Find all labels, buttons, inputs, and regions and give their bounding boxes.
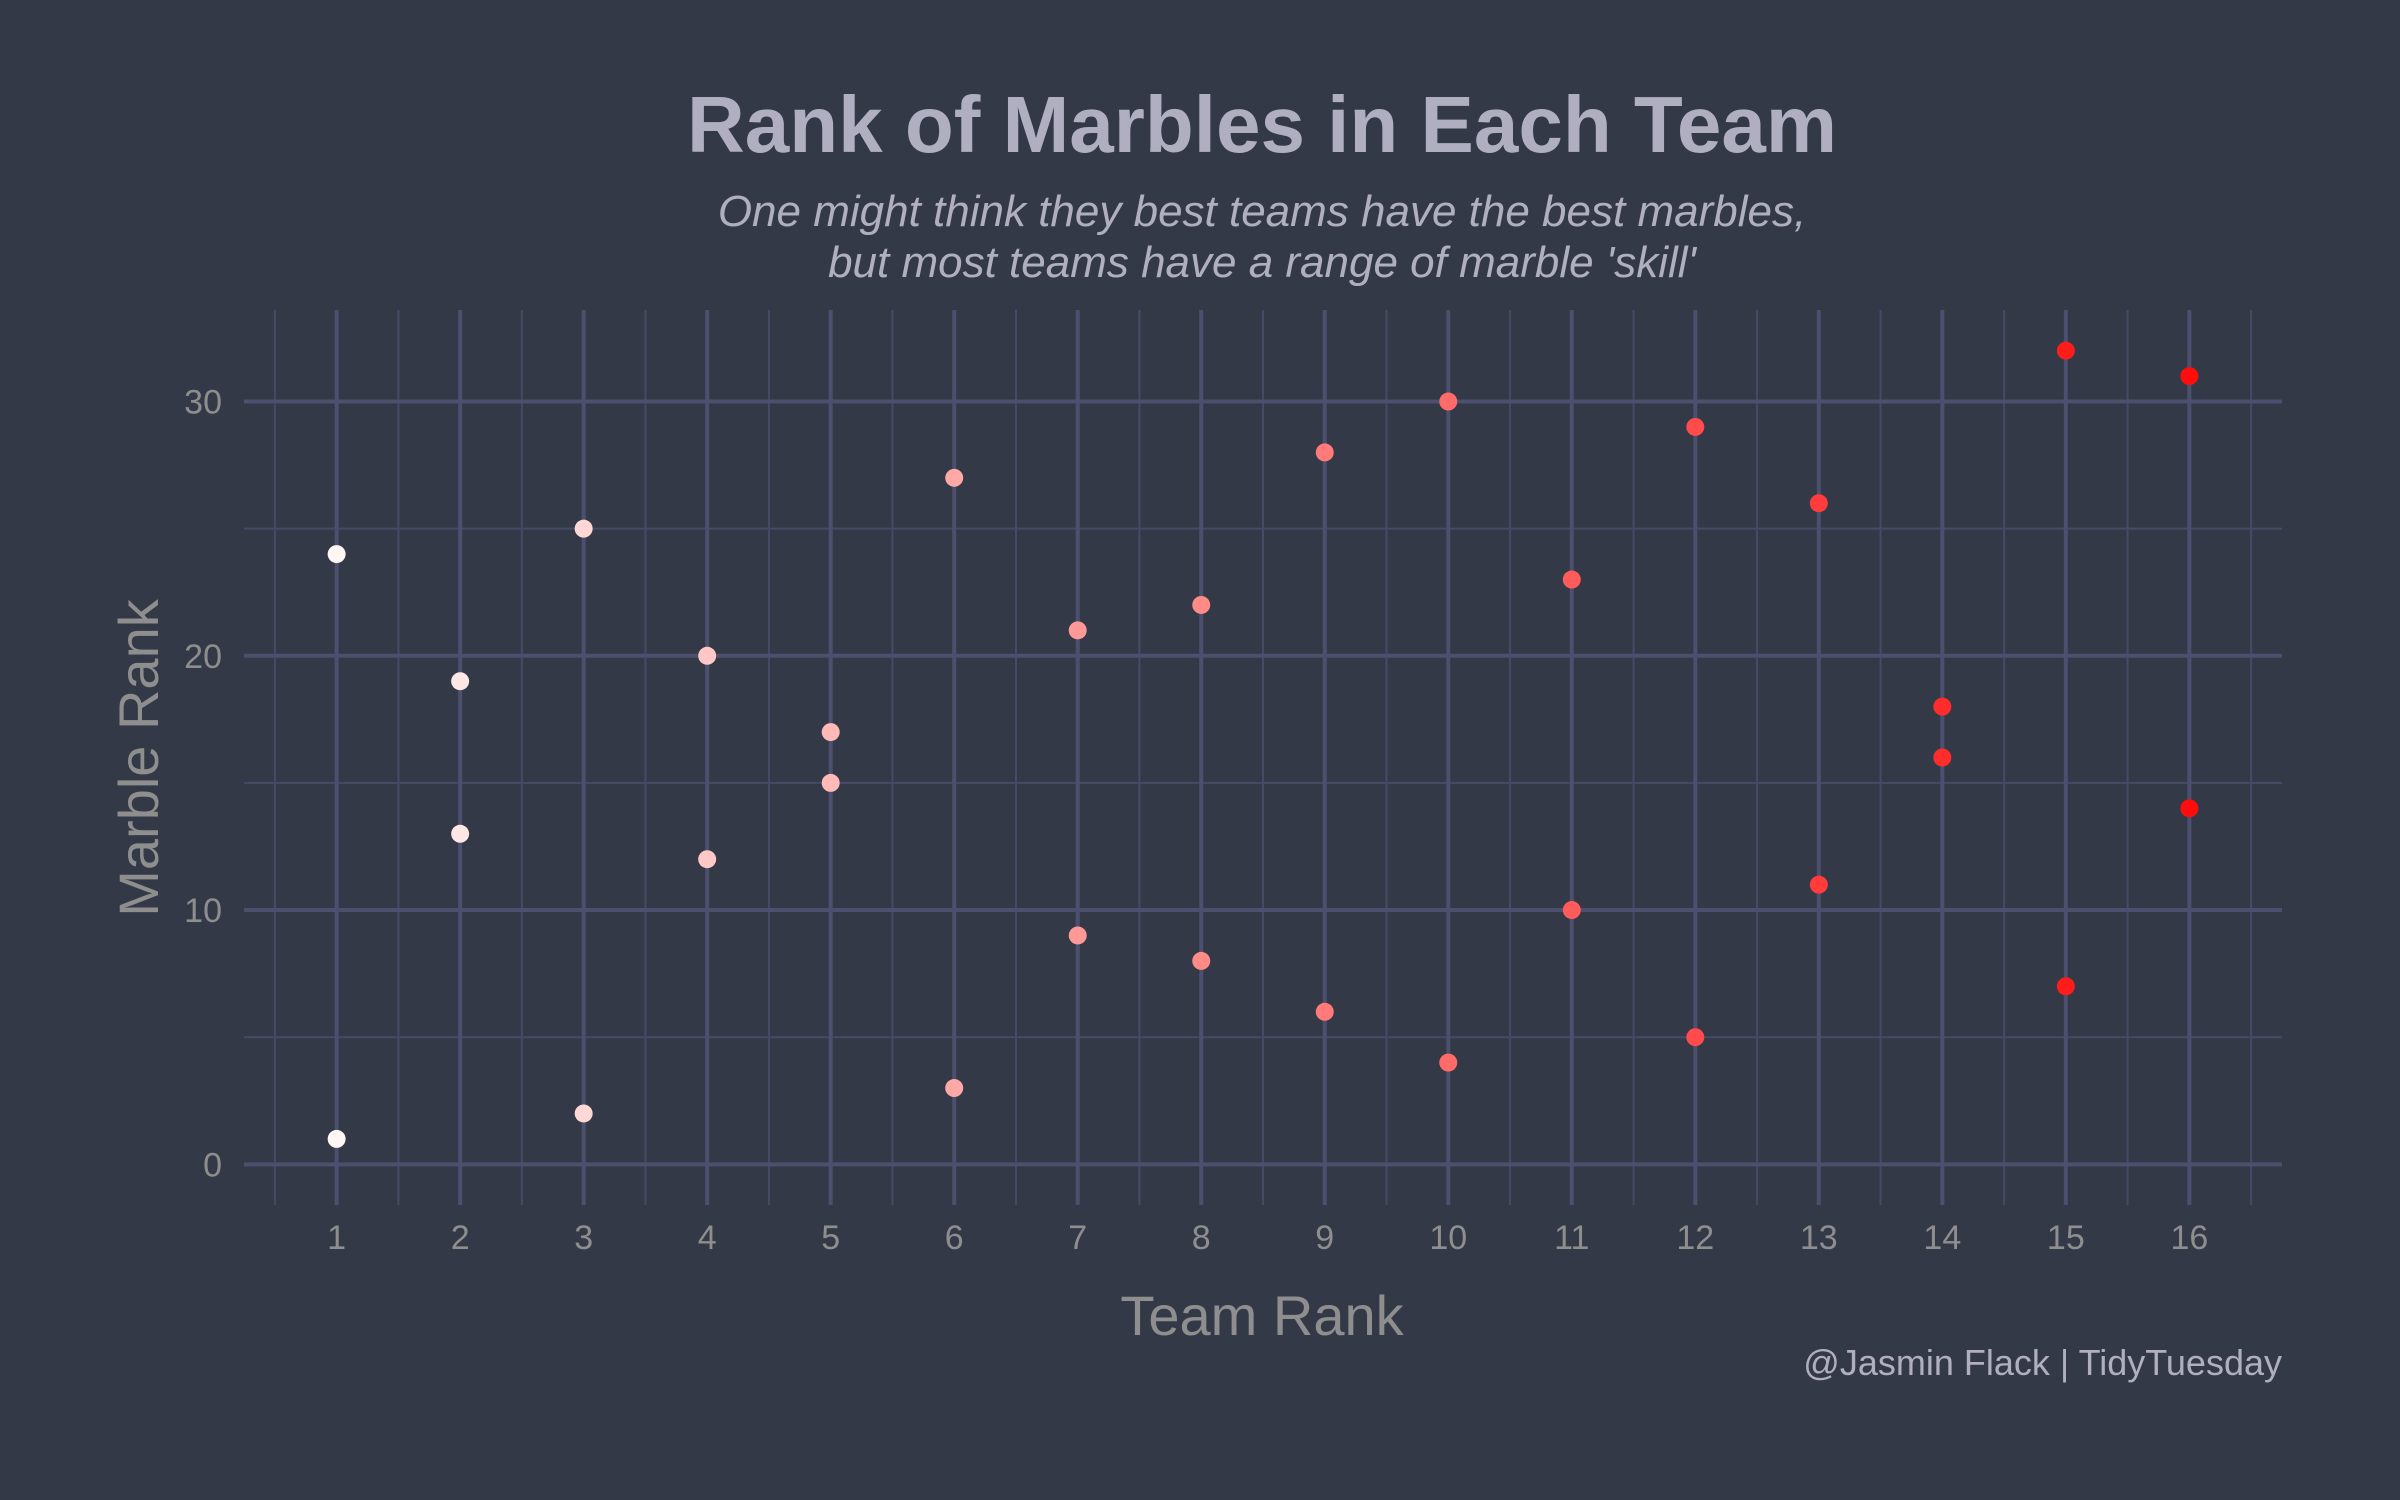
- x-tick-label: 12: [1676, 1219, 1714, 1257]
- data-point: [1686, 1028, 1705, 1047]
- data-point: [1439, 1053, 1458, 1072]
- data-point: [1439, 392, 1458, 411]
- data-point: [945, 1079, 964, 1098]
- data-point: [327, 545, 346, 564]
- x-tick-label: 1: [327, 1219, 346, 1257]
- data-point: [1192, 951, 1211, 970]
- y-tick-label: 30: [184, 384, 222, 422]
- x-tick-label: 11: [1554, 1219, 1589, 1257]
- data-point: [1192, 595, 1211, 614]
- x-tick-label: 10: [1429, 1219, 1467, 1257]
- data-point: [451, 824, 470, 843]
- data-point: [1933, 748, 1952, 767]
- x-tick-label: 5: [821, 1219, 840, 1257]
- data-point: [451, 672, 470, 691]
- grid-lines: [244, 310, 2282, 1205]
- x-tick-labels: 1 2 3 4 5 6 7 8 9 10 11 12 13 14 15 16: [327, 1219, 2208, 1257]
- data-point: [821, 773, 840, 792]
- data-point: [1315, 1002, 1334, 1021]
- data-point: [1562, 570, 1581, 589]
- chart-subtitle-line-1: One might think they best teams have the…: [718, 187, 1806, 236]
- data-point: [2180, 799, 2199, 818]
- x-tick-label: 2: [451, 1219, 470, 1257]
- x-tick-label: 7: [1068, 1219, 1087, 1257]
- data-point: [945, 468, 964, 487]
- x-tick-label: 16: [2170, 1219, 2208, 1257]
- y-tick-label: 20: [184, 638, 222, 676]
- chart-title: Rank of Marbles in Each Team: [687, 80, 1837, 169]
- data-point: [1562, 901, 1581, 920]
- data-point: [574, 519, 593, 538]
- x-tick-label: 4: [698, 1219, 717, 1257]
- x-tick-label: 15: [2047, 1219, 2085, 1257]
- chart-subtitle-line-2: but most teams have a range of marble 's…: [828, 238, 1697, 287]
- x-tick-label: 14: [1923, 1219, 1961, 1257]
- data-point: [2056, 341, 2075, 360]
- x-tick-label: 6: [945, 1219, 964, 1257]
- data-point: [821, 723, 840, 742]
- chart-caption: @Jasmin Flack | TidyTuesday: [1803, 1342, 2282, 1383]
- y-tick-label: 10: [184, 892, 222, 930]
- x-tick-label: 8: [1192, 1219, 1211, 1257]
- data-point: [1315, 443, 1334, 462]
- data-point: [2180, 367, 2199, 386]
- data-point: [1809, 494, 1828, 513]
- data-point: [574, 1104, 593, 1123]
- y-axis-title: Marble Rank: [107, 598, 170, 916]
- x-tick-label: 9: [1315, 1219, 1334, 1257]
- data-point: [1068, 621, 1087, 640]
- data-point: [1068, 926, 1087, 945]
- data-point: [1686, 417, 1705, 436]
- data-point: [2056, 977, 2075, 996]
- x-axis-title: Team Rank: [1120, 1284, 1404, 1347]
- data-point: [698, 646, 717, 665]
- data-point: [327, 1129, 346, 1148]
- x-tick-label: 3: [574, 1219, 593, 1257]
- data-points: [327, 341, 2199, 1148]
- y-tick-labels: 0 10 20 30: [184, 384, 222, 1185]
- data-point: [698, 850, 717, 869]
- y-tick-label: 0: [203, 1146, 222, 1184]
- data-point: [1809, 875, 1828, 894]
- x-tick-label: 13: [1800, 1219, 1838, 1257]
- data-point: [1933, 697, 1952, 716]
